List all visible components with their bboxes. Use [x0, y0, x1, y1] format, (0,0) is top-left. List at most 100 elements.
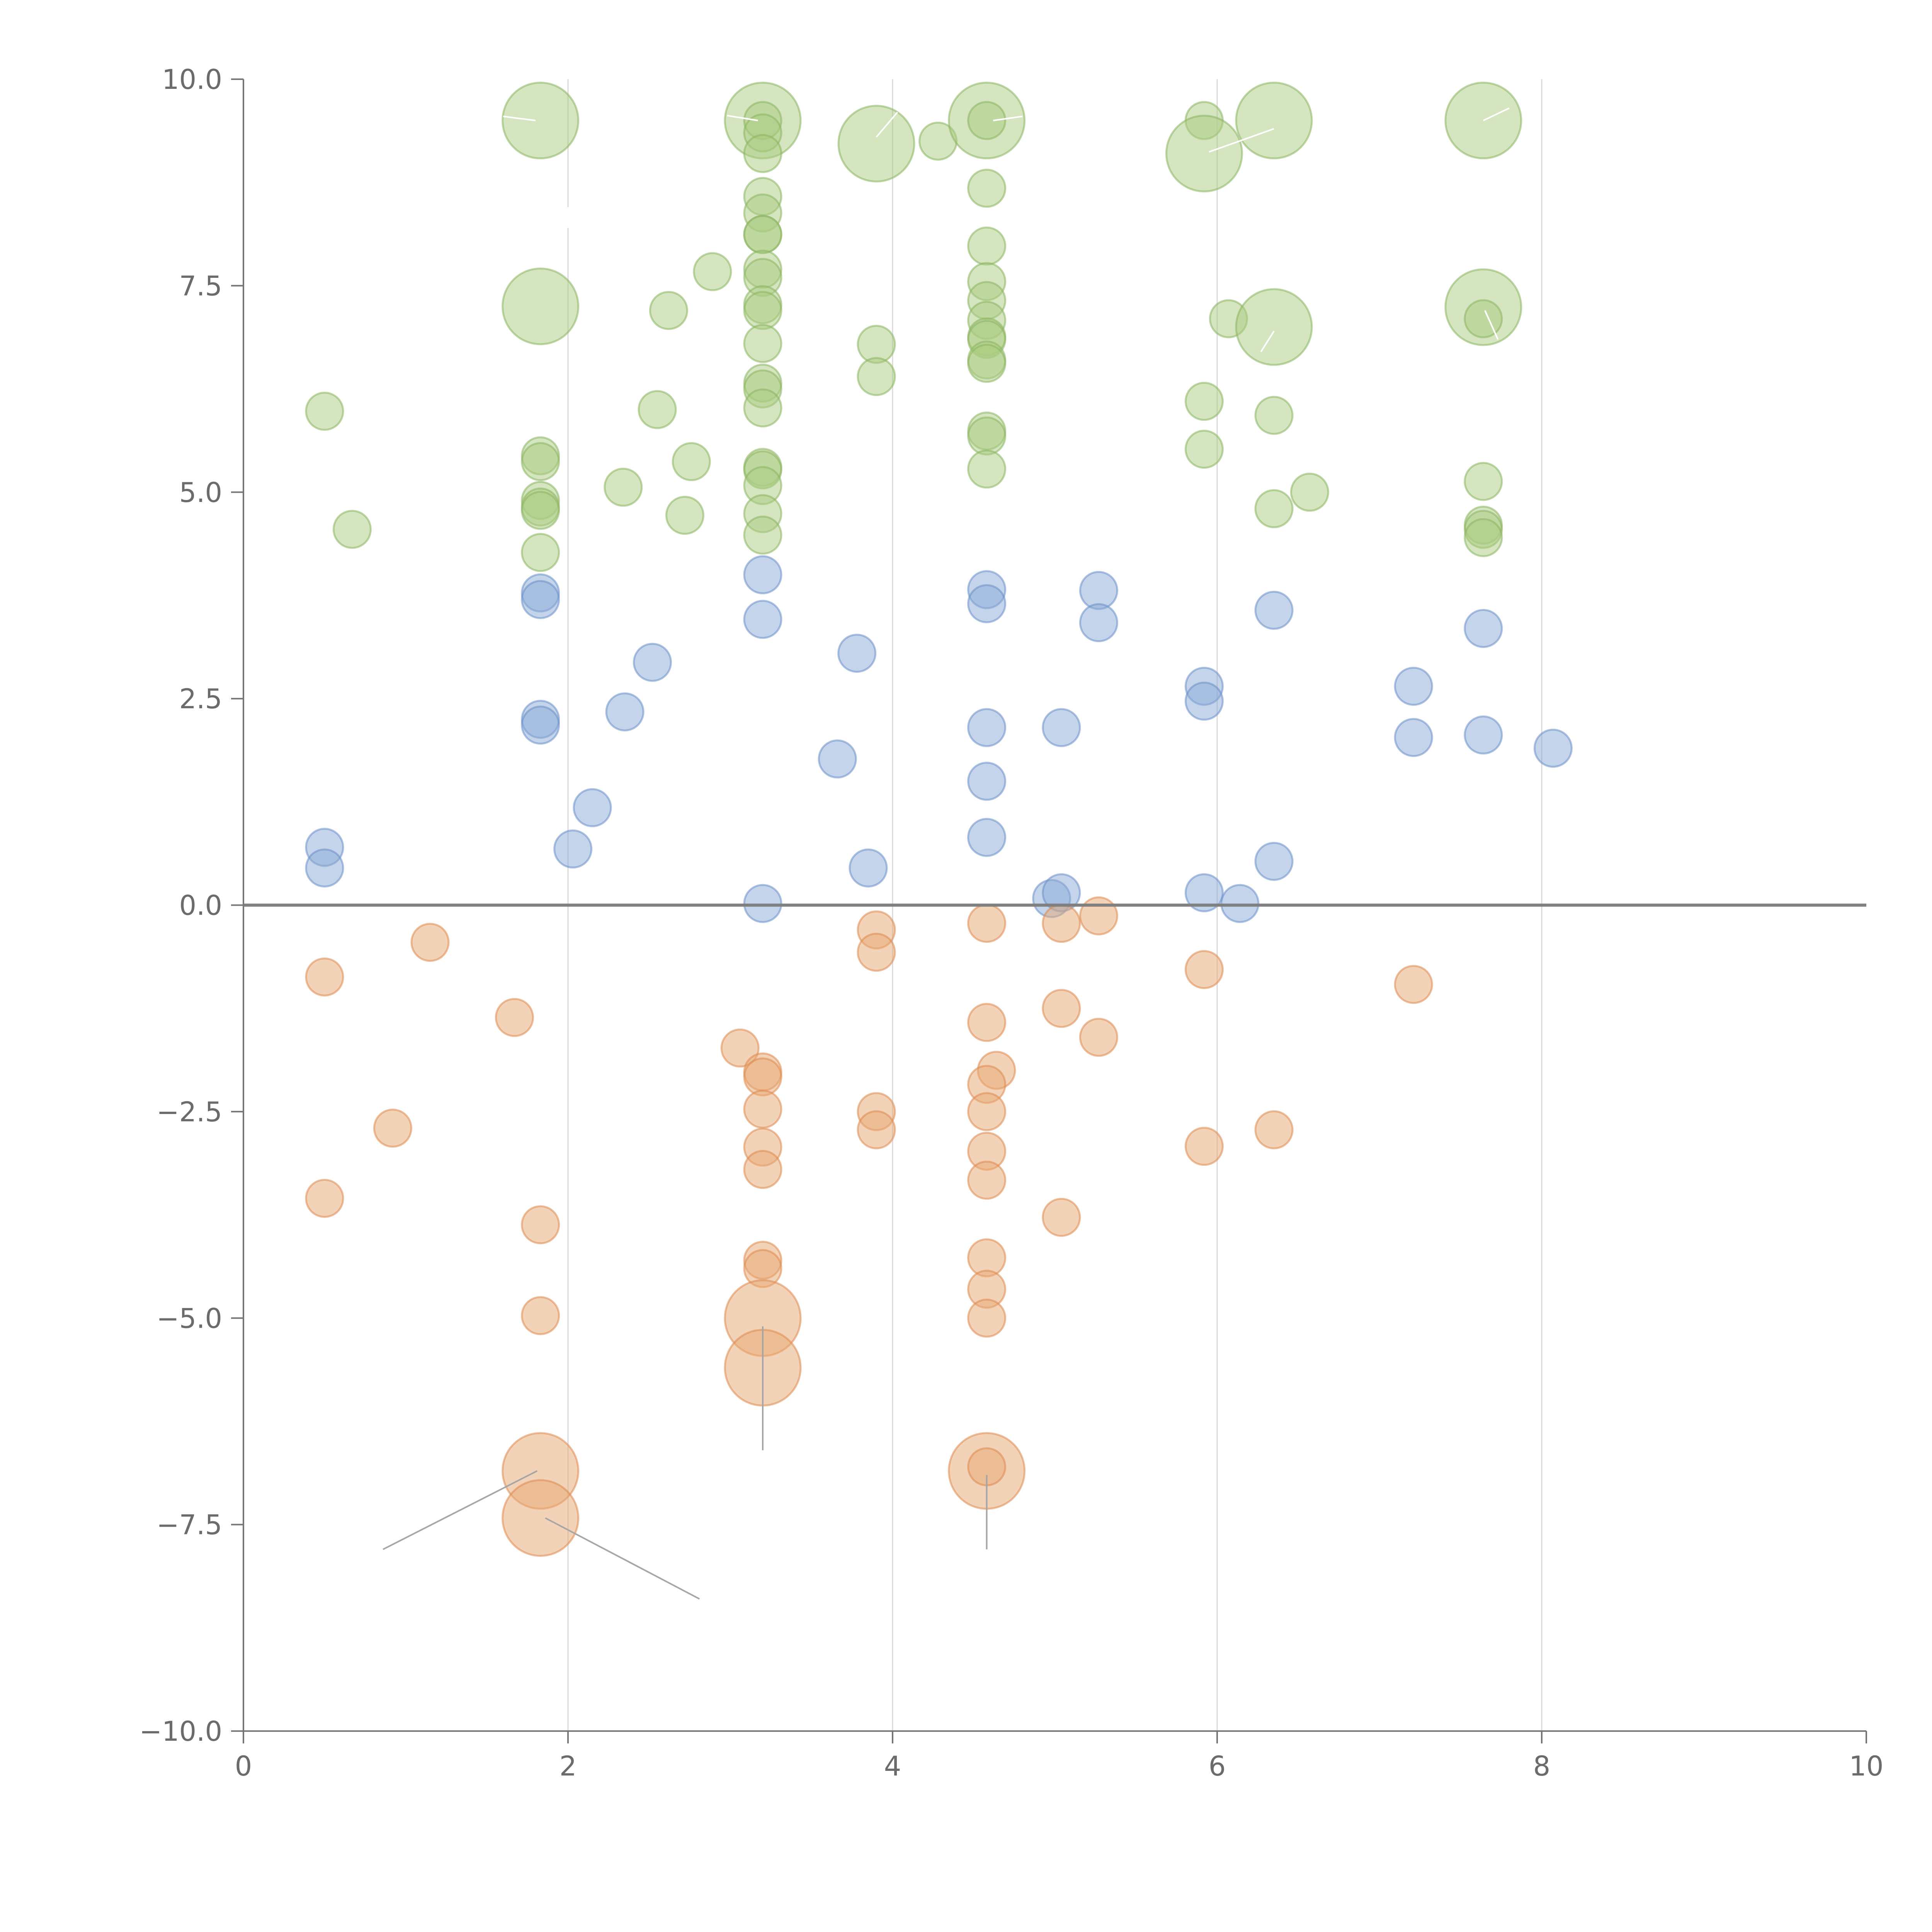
- green-bubble-28: [743, 324, 782, 363]
- green-bubble-13: [665, 496, 704, 535]
- green-bubble-27: [743, 291, 782, 330]
- x-tick-label: 0: [235, 1750, 252, 1782]
- blue-bubble-34: [1464, 609, 1503, 648]
- green-bubble-36: [743, 515, 782, 555]
- orange-bubble-35: [1042, 904, 1081, 943]
- green-bubble-56: [1165, 114, 1243, 192]
- green-bubble-3: [502, 267, 580, 345]
- blue-bubble-30: [1254, 590, 1294, 630]
- green-bubble-58: [1184, 430, 1224, 469]
- green-bubble-19: [743, 134, 782, 173]
- blue-bubble-25: [1079, 603, 1118, 642]
- orange-bubble-36: [1042, 989, 1081, 1028]
- annotation-leader-10: [545, 1517, 700, 1600]
- green-bubble-9: [521, 533, 560, 572]
- green-bubble-53: [967, 416, 1007, 456]
- orange-bubble-1: [305, 1179, 344, 1218]
- green-bubble-11: [638, 390, 677, 429]
- orange-bubble-0: [305, 957, 344, 997]
- green-bubble-23: [743, 215, 782, 254]
- green-bubble-1: [332, 510, 372, 549]
- blue-bubble-18: [967, 708, 1007, 747]
- orange-bubble-23: [967, 904, 1007, 943]
- green-bubble-63: [1254, 489, 1294, 528]
- blue-bubble-11: [743, 600, 782, 639]
- blue-bubble-27: [1184, 682, 1224, 721]
- annotation-leader-6: [1260, 330, 1275, 352]
- orange-bubble-43: [1394, 965, 1433, 1004]
- annotation-leader-9: [383, 1470, 538, 1550]
- orange-bubble-27: [967, 1092, 1007, 1131]
- blue-bubble-8: [605, 692, 645, 731]
- green-bubble-51: [967, 344, 1007, 383]
- blue-bubble-13: [818, 739, 857, 779]
- x-tick-label: 2: [560, 1750, 577, 1782]
- green-bubble-71: [1464, 518, 1503, 557]
- y-tick-label: −5.0: [156, 1303, 222, 1334]
- blue-bubble-15: [849, 848, 888, 888]
- blue-bubble-19: [967, 762, 1007, 801]
- blue-bubble-6: [553, 829, 593, 869]
- green-bubble-64: [1290, 473, 1329, 512]
- green-bubble-0: [305, 391, 344, 431]
- green-bubble-44: [967, 226, 1007, 266]
- green-bubble-61: [1235, 288, 1313, 366]
- green-bubble-57: [1184, 382, 1224, 421]
- green-bubble-39: [857, 357, 896, 396]
- orange-bubble-8: [502, 1479, 580, 1557]
- annotation-leader-7: [1483, 107, 1510, 121]
- blue-bubble-31: [1254, 842, 1294, 881]
- green-bubble-62: [1254, 396, 1294, 435]
- blue-bubble-29: [1220, 884, 1260, 923]
- green-bubble-37: [837, 105, 915, 183]
- blue-bubble-28: [1184, 873, 1224, 912]
- blue-bubble-35: [1464, 715, 1503, 755]
- annotation-leader-3: [876, 112, 898, 138]
- orange-bubble-29: [967, 1160, 1007, 1200]
- green-bubble-68: [1464, 462, 1503, 501]
- annotation-layer: [383, 107, 1510, 1600]
- y-tick-label: 0.0: [179, 890, 222, 922]
- green-bubble-42: [967, 101, 1007, 140]
- blue-bubble-22: [1042, 708, 1081, 747]
- x-tick-label: 10: [1849, 1750, 1883, 1782]
- green-bubble-14: [672, 442, 711, 481]
- green-bubble-12: [649, 291, 688, 330]
- annotation-leader-5: [1209, 128, 1274, 153]
- orange-bubble-14: [743, 1150, 782, 1189]
- blue-bubble-14: [837, 634, 877, 673]
- x-tick-label: 6: [1209, 1750, 1226, 1782]
- orange-bubble-9: [720, 1028, 760, 1068]
- orange-bubble-3: [410, 923, 450, 962]
- orange-bubble-2: [373, 1109, 412, 1148]
- green-bubble-2: [502, 82, 580, 160]
- blue-bubble-20: [967, 818, 1007, 857]
- y-tick-label: −7.5: [156, 1509, 222, 1541]
- orange-bubble-32: [967, 1298, 1007, 1338]
- green-bubble-10: [604, 468, 643, 507]
- green-bubble-15: [693, 252, 732, 291]
- orange-bubble-5: [521, 1205, 560, 1245]
- blue-bubble-1: [305, 848, 344, 888]
- green-bubble-43: [967, 168, 1007, 208]
- orange-bubble-41: [1184, 1127, 1224, 1166]
- blue-bubble-12: [743, 884, 782, 923]
- y-tick-label: 5.0: [179, 477, 222, 509]
- orange-bubble-22: [857, 1110, 896, 1150]
- x-tick-label: 4: [884, 1750, 901, 1782]
- orange-bubble-6: [521, 1296, 560, 1335]
- blue-bubble-36: [1533, 728, 1573, 768]
- orange-bubble-20: [857, 932, 896, 972]
- green-bubble-5: [521, 442, 560, 481]
- orange-bubble-37: [1042, 1197, 1081, 1237]
- annotation-leader-8: [1484, 310, 1499, 340]
- y-tick-label: 2.5: [179, 683, 222, 715]
- orange-bubble-4: [495, 998, 534, 1037]
- green-bubble-60: [1235, 82, 1313, 160]
- blue-bubble-17: [967, 584, 1007, 623]
- orange-bubble-24: [967, 1003, 1007, 1042]
- x-tick-label: 8: [1533, 1750, 1551, 1782]
- y-tick-label: 10.0: [162, 64, 222, 95]
